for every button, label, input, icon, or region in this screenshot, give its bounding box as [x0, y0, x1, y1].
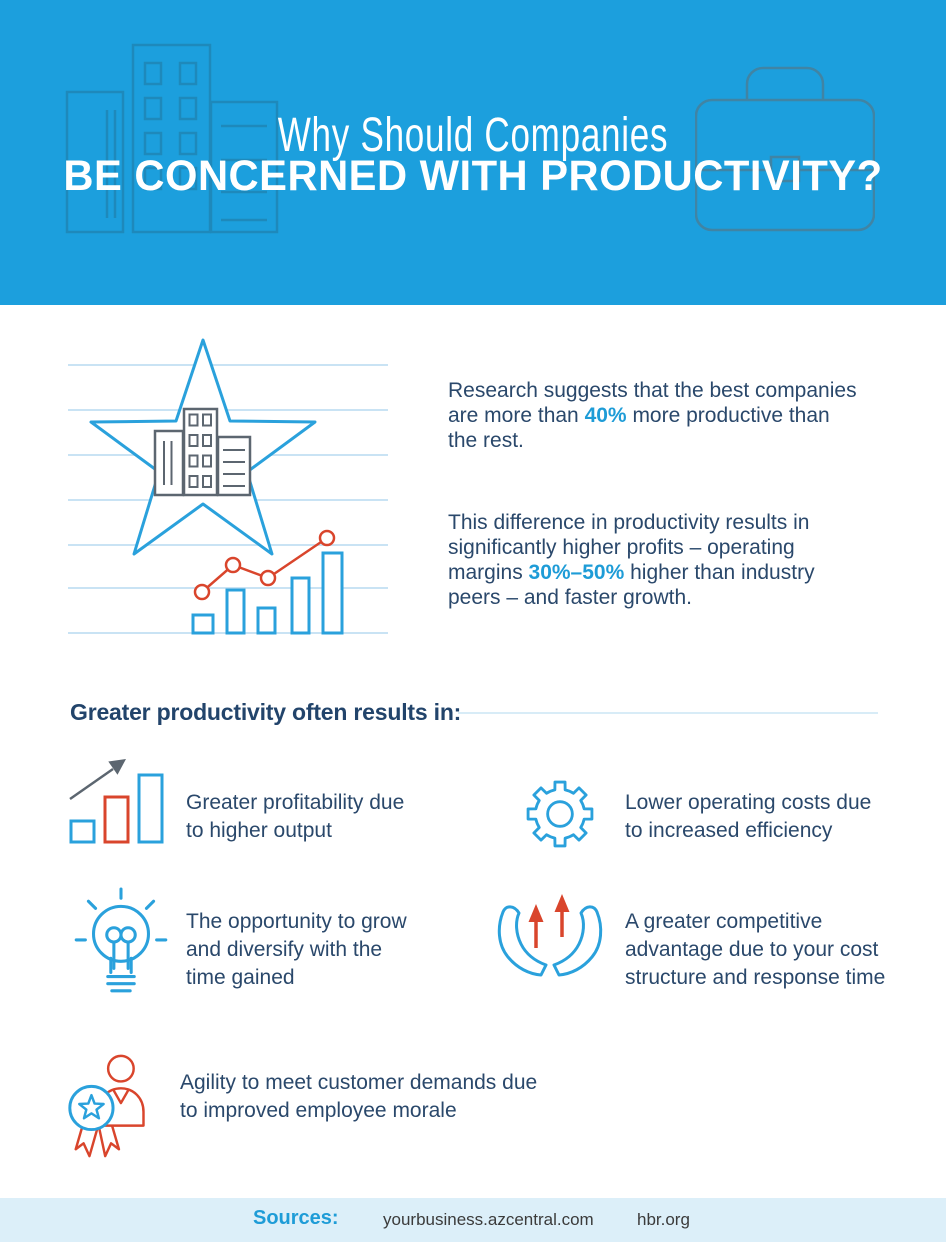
bar-chart-icon [191, 551, 344, 635]
header-subtitle: Why Should Companies [277, 109, 669, 162]
section-heading: Greater productivity often results in: [70, 699, 462, 725]
trend-points [193, 529, 336, 601]
growth-bar-chart-icon [69, 759, 164, 844]
briefcase-icon [695, 66, 875, 232]
award-person-icon [68, 1054, 145, 1158]
benefit-text-3: The opportunity to grow and diversify wit… [186, 910, 407, 989]
benefit-text-1: Greater profitability due to higher outpu… [186, 791, 405, 842]
buildings-icon [65, 43, 279, 234]
source-azcentral: yourbusiness.azcentral.com [383, 1210, 594, 1229]
page-title: BE CONCERNED WITH PRODUCTIVITY? [63, 152, 883, 200]
benefit-text-5: Agility to meet customer demands due to i… [180, 1071, 538, 1122]
gear-icon [526, 780, 594, 848]
hands-up-arrows-icon [497, 894, 603, 977]
intro-paragraph-1: Research suggests that the best companie… [448, 379, 857, 452]
buildings-icon [153, 407, 252, 497]
header: Why Should Companies BE CONCERNED WITH P… [0, 0, 946, 305]
intro-paragraph-2: This difference in productivity results … [448, 511, 815, 609]
sources-label: Sources: [253, 1207, 339, 1229]
lightbulb-icon [74, 887, 168, 993]
benefit-text-2: Lower operating costs due to increased ef… [625, 791, 872, 842]
footer: Sources: yourbusiness.azcentral.com hbr.… [0, 1198, 946, 1242]
source-hbr: hbr.org [637, 1210, 690, 1229]
trend-line-icon [201, 536, 328, 593]
benefit-text-4: A greater competitive advantage due to yo… [625, 910, 886, 989]
star-chart-illustration [68, 338, 388, 635]
heading-divider [458, 712, 878, 714]
